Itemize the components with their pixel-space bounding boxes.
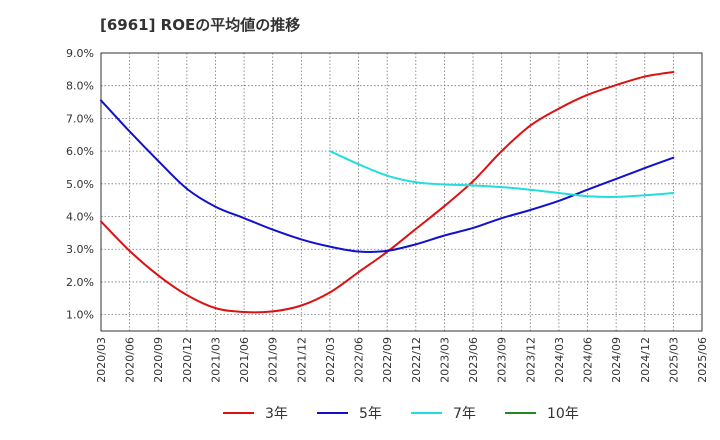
series-line-7y <box>328 150 675 198</box>
y-tick-label: 9.0% <box>66 47 94 60</box>
x-tick-label: 2022/06 <box>353 337 366 383</box>
x-tick-label: 2022/09 <box>381 337 394 383</box>
y-tick-label: 6.0% <box>66 145 94 158</box>
x-tick-label: 2024/03 <box>553 337 566 383</box>
y-tick-label: 1.0% <box>66 309 94 322</box>
y-tick-label: 5.0% <box>66 178 94 191</box>
series-line-5y <box>100 99 675 253</box>
y-tick-label: 7.0% <box>66 112 94 125</box>
x-tick-label: 2021/12 <box>295 337 308 383</box>
plot-area <box>101 53 702 331</box>
y-tick-label: 2.0% <box>66 276 94 289</box>
legend-label-3y: 3年 <box>265 406 288 422</box>
x-tick-label: 2023/09 <box>496 337 509 383</box>
x-tick-label: 2022/12 <box>410 337 423 383</box>
x-tick-label: 2020/12 <box>181 337 194 383</box>
x-tick-label: 2025/03 <box>667 337 680 383</box>
x-tick-label: 2021/06 <box>238 337 251 383</box>
y-tick-label: 3.0% <box>66 243 94 256</box>
plot-frame <box>100 52 703 332</box>
x-tick-label: 2020/03 <box>95 337 108 383</box>
legend-label-10y: 10年 <box>547 406 579 422</box>
x-tick-label: 2023/03 <box>438 337 451 383</box>
legend-label-7y: 7年 <box>453 406 476 422</box>
x-tick-label: 2023/12 <box>524 337 537 383</box>
x-tick-label: 2021/03 <box>209 337 222 383</box>
x-tick-label: 2021/09 <box>267 337 280 383</box>
x-tick-label: 2020/06 <box>124 337 137 383</box>
x-tick-label: 2024/06 <box>582 337 595 383</box>
x-tick-label: 2022/03 <box>324 337 337 383</box>
chart-title: [6961] ROEの平均値の推移 <box>100 16 301 34</box>
x-tick-label: 2024/12 <box>639 337 652 383</box>
x-tick-label: 2023/06 <box>467 337 480 383</box>
x-tick-label: 2024/09 <box>610 337 623 383</box>
legend-label-5y: 5年 <box>359 406 382 422</box>
x-tick-label: 2025/06 <box>696 337 709 383</box>
y-tick-label: 8.0% <box>66 80 94 93</box>
x-tick-label: 2020/09 <box>152 337 165 383</box>
y-tick-label: 4.0% <box>66 211 94 224</box>
